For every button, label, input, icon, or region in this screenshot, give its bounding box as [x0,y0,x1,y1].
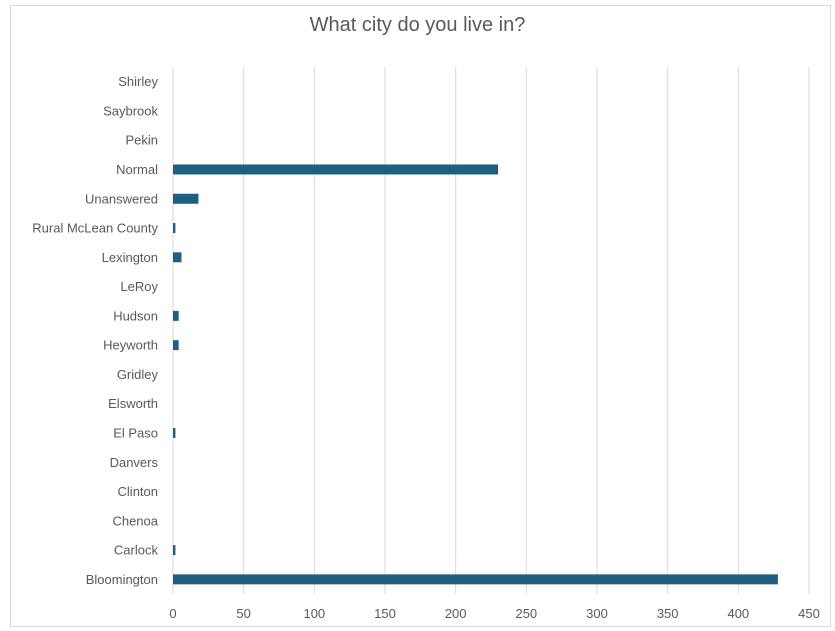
bar [173,193,199,204]
category-label: Pekin [125,133,158,148]
x-tick-label: 400 [727,606,749,621]
x-tick-label: 300 [586,606,608,621]
bar [173,545,176,556]
category-label: Normal [116,162,158,177]
category-label: Saybrook [103,103,158,118]
x-tick-label: 100 [303,606,325,621]
x-tick-label: 50 [236,606,250,621]
x-tick-labels: 0 50 100 150 200 250 300 350 400 450 [169,606,819,621]
bar [173,427,176,438]
x-tick-label: 350 [657,606,679,621]
chart-title: What city do you live in? [309,14,526,36]
x-tick-label: 450 [798,606,820,621]
bar [173,310,179,321]
category-label: Lexington [102,250,158,265]
category-label: Clinton [118,484,158,499]
bar [173,340,179,351]
bar [173,223,176,234]
bar [173,252,182,263]
category-label: El Paso [113,425,158,440]
category-label: Carlock [114,543,159,558]
category-label: Danvers [110,455,159,470]
x-tick-label: 150 [374,606,396,621]
bar [173,164,499,175]
category-label: LeRoy [120,279,158,294]
gridlines [172,67,810,594]
category-label: Heyworth [103,338,158,353]
category-label: Bloomington [86,572,158,587]
category-label: Rural McLean County [32,221,158,236]
chart-frame [10,5,831,627]
bar [173,574,778,585]
category-label: Chenoa [112,513,158,528]
x-tick-label: 200 [445,606,467,621]
category-label: Gridley [117,367,159,382]
category-labels: Shirley Saybrook Pekin Normal Unanswered Rura… [32,74,158,587]
bars [173,164,778,585]
category-label: Elsworth [108,396,158,411]
x-tick-label: 250 [515,606,537,621]
category-label: Shirley [118,74,158,89]
x-tick-label: 0 [169,606,176,621]
category-label: Hudson [113,308,158,323]
category-label: Unanswered [85,191,158,206]
